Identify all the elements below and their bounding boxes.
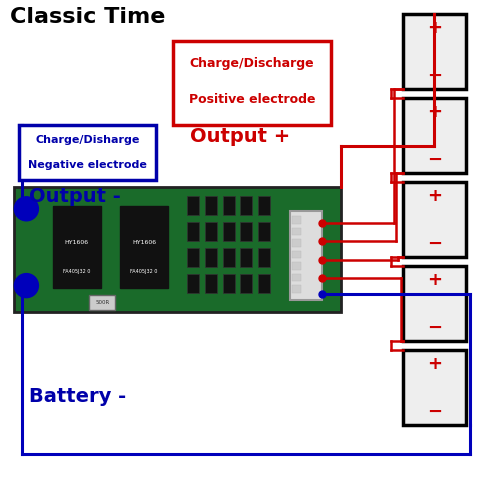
Bar: [120, 206, 168, 288]
Bar: [258, 274, 270, 293]
Bar: [89, 295, 115, 310]
Text: −: −: [427, 151, 442, 169]
Bar: [292, 285, 301, 293]
Text: Battery -: Battery -: [29, 386, 126, 406]
Bar: [292, 274, 301, 281]
Text: +: +: [427, 355, 442, 373]
Text: +: +: [427, 103, 442, 121]
Bar: [53, 206, 101, 288]
Text: HY1606: HY1606: [132, 240, 156, 245]
Bar: [403, 14, 466, 89]
Bar: [205, 274, 217, 293]
Text: Negative electrode: Negative electrode: [28, 159, 147, 169]
Bar: [292, 251, 301, 258]
Bar: [205, 222, 217, 241]
Bar: [240, 196, 252, 215]
Bar: [205, 196, 217, 215]
Bar: [240, 248, 252, 267]
Bar: [292, 228, 301, 235]
Text: Charge/Disharge: Charge/Disharge: [36, 135, 140, 144]
Text: Output +: Output +: [190, 127, 290, 146]
Text: −: −: [427, 319, 442, 337]
Bar: [223, 222, 235, 241]
Bar: [403, 350, 466, 425]
Bar: [258, 222, 270, 241]
Text: −: −: [427, 403, 442, 421]
Bar: [223, 274, 235, 293]
Bar: [403, 182, 466, 257]
Bar: [292, 262, 301, 270]
Text: FA405J32 0: FA405J32 0: [130, 269, 158, 274]
Text: +: +: [427, 19, 442, 37]
Text: HY1606: HY1606: [65, 240, 89, 245]
Bar: [187, 274, 199, 293]
Text: Output -: Output -: [28, 187, 120, 206]
Bar: [187, 222, 199, 241]
Bar: [187, 196, 199, 215]
Bar: [14, 187, 341, 312]
Bar: [173, 41, 331, 125]
Bar: [258, 248, 270, 267]
Bar: [292, 216, 301, 224]
Bar: [223, 196, 235, 215]
Bar: [403, 98, 466, 173]
Bar: [19, 125, 156, 180]
Text: −: −: [427, 235, 442, 253]
Text: +: +: [427, 187, 442, 205]
Bar: [290, 211, 322, 300]
Text: +: +: [427, 271, 442, 289]
Bar: [223, 248, 235, 267]
Bar: [403, 266, 466, 341]
Circle shape: [14, 274, 38, 298]
Bar: [187, 248, 199, 267]
Circle shape: [14, 197, 38, 221]
Bar: [240, 274, 252, 293]
Bar: [292, 239, 301, 247]
Text: 500R: 500R: [95, 300, 109, 305]
Text: −: −: [427, 67, 442, 85]
Text: Classic Time: Classic Time: [10, 7, 165, 27]
Text: FA405J32 0: FA405J32 0: [63, 269, 91, 274]
Bar: [240, 222, 252, 241]
Bar: [258, 196, 270, 215]
Text: Positive electrode: Positive electrode: [189, 93, 315, 106]
Text: Charge/Discharge: Charge/Discharge: [190, 57, 314, 70]
Bar: [205, 248, 217, 267]
